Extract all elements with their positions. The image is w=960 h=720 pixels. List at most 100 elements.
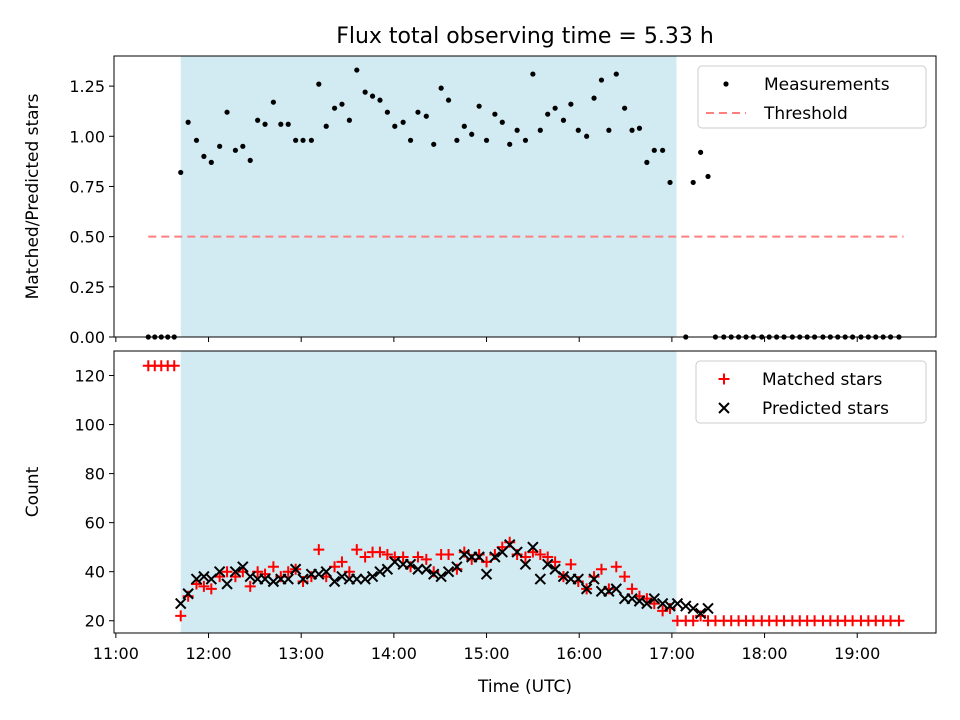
- count-panel-y-axis-label: Count: [23, 466, 43, 517]
- count-panel-point: [237, 561, 249, 573]
- ratio-panel-point: [384, 109, 390, 115]
- ratio-panel-point: [354, 67, 360, 73]
- count-panel-point: [267, 561, 279, 573]
- y-tick-label: 1.00: [69, 127, 105, 146]
- ratio-panel-point: [346, 117, 352, 123]
- count-panel-point: [351, 573, 363, 585]
- ratio-panel-point: [667, 179, 673, 186]
- count-panel-point: [244, 580, 256, 592]
- count-panel-point: [213, 565, 226, 578]
- ratio-panel-y-axis-label: Matched/Predicted stars: [23, 93, 43, 299]
- count-panel-point: [182, 588, 194, 600]
- count-panel-point: [527, 541, 539, 553]
- count-panel-point: [473, 551, 485, 563]
- count-panel-point: [412, 551, 424, 563]
- count-panel-point: [664, 600, 676, 612]
- ratio-panel-point: [178, 169, 184, 176]
- ratio-panel-point: [560, 117, 567, 123]
- count-panel-point: [244, 570, 256, 583]
- ratio-panel-point: [644, 159, 650, 165]
- ratio-panel-point: [575, 127, 581, 133]
- count-panel-point: [694, 607, 707, 620]
- count-panel-point: [313, 544, 325, 556]
- y-tick-label: 80: [85, 465, 105, 484]
- ratio-panel-point: [461, 123, 467, 129]
- ratio-panel-point: [240, 143, 246, 149]
- count-panel-point: [702, 602, 714, 615]
- ratio-panel-point: [278, 121, 284, 127]
- ratio-panel-point: [584, 133, 590, 139]
- count-panel-point: [626, 592, 638, 605]
- count-panel-frame: [113, 350, 937, 634]
- count-panel-point: [588, 573, 600, 585]
- count-panel-point: [328, 575, 341, 588]
- count-panel-point: [451, 561, 463, 573]
- ratio-panel-point: [483, 137, 490, 143]
- x-tick-label: 16:00: [556, 644, 602, 663]
- x-tick-label: 19:00: [834, 644, 880, 663]
- count-panel-point: [656, 597, 669, 610]
- ratio-panel-point: [316, 81, 322, 87]
- count-panel-marks: [142, 360, 905, 627]
- ratio-panel-point: [293, 137, 299, 143]
- y-tick-label: 0.25: [69, 278, 105, 297]
- ratio-panel-point: [369, 93, 376, 99]
- y-tick-label: 60: [85, 514, 105, 533]
- ratio-panel-point: [415, 109, 421, 115]
- ratio-panel-point: [530, 71, 536, 77]
- ratio-panel-point: [270, 99, 276, 105]
- ratio-panel-point: [377, 97, 383, 103]
- ratio-panel-point: [629, 127, 635, 133]
- y-tick-label: 40: [85, 563, 105, 582]
- ratio-panel: 0.00 0.25 0.50 0.75 1.00 1.25 Matched/Predict…: [23, 55, 937, 347]
- ratio-panel-point: [651, 147, 657, 153]
- count-panel-point: [610, 561, 622, 573]
- count-panel-point: [205, 583, 217, 595]
- count-panel-point: [671, 597, 684, 610]
- count-panel-point: [541, 558, 554, 571]
- count-panel-point: [198, 580, 210, 592]
- count-panel-point: [480, 568, 493, 580]
- ratio-panel-point: [660, 147, 666, 153]
- count-panel-point: [374, 546, 386, 558]
- count-panel-point: [320, 565, 332, 578]
- count-panel-point: [511, 546, 523, 558]
- ratio-panel-point: [285, 121, 291, 127]
- count-panel-point: [626, 583, 638, 595]
- count-panel-point: [680, 600, 692, 612]
- ratio-panel-point: [698, 149, 704, 155]
- count-panel-point: [489, 551, 501, 563]
- ratio-panel-point: [339, 101, 345, 107]
- ratio-panel-observing-window: [180, 56, 677, 337]
- ratio-panel-y-ticks: 0.00 0.25 0.50 0.75 1.00 1.25: [69, 77, 114, 347]
- ratio-panel-point: [705, 173, 711, 180]
- ratio-panel-point: [217, 143, 223, 149]
- count-panel-observing-window: [180, 351, 677, 633]
- x-tick-label: 18:00: [742, 644, 788, 663]
- count-panel-point: [297, 573, 309, 585]
- count-panel-point: [565, 558, 577, 570]
- count-panel-point: [442, 565, 455, 578]
- ratio-panel-point: [407, 137, 414, 143]
- count-panel-point: [534, 549, 546, 561]
- ratio-panel-point: [224, 109, 230, 115]
- count-panel-point: [198, 570, 210, 583]
- count-panel-point: [893, 615, 905, 627]
- x-tick-label: 13:00: [278, 644, 324, 663]
- count-panel-point: [610, 583, 622, 595]
- ratio-panel-legend: Measurements Threshold: [697, 65, 927, 129]
- ratio-panel-point: [208, 159, 214, 165]
- ratio-panel-point: [469, 131, 475, 137]
- ratio-panel-point: [522, 137, 529, 143]
- x-tick-label: 15:00: [463, 644, 509, 663]
- legend-marker-predicted: [718, 402, 730, 414]
- count-panel-point: [633, 595, 646, 607]
- ratio-panel-point: [300, 137, 306, 143]
- ratio-panel-point: [232, 147, 239, 153]
- count-panel-point: [595, 563, 607, 575]
- count-panel-point: [381, 549, 393, 561]
- count-panel-point: [267, 575, 280, 588]
- ratio-panel-point: [247, 157, 253, 163]
- count-panel-point: [619, 571, 631, 583]
- count-panel-point: [603, 585, 615, 598]
